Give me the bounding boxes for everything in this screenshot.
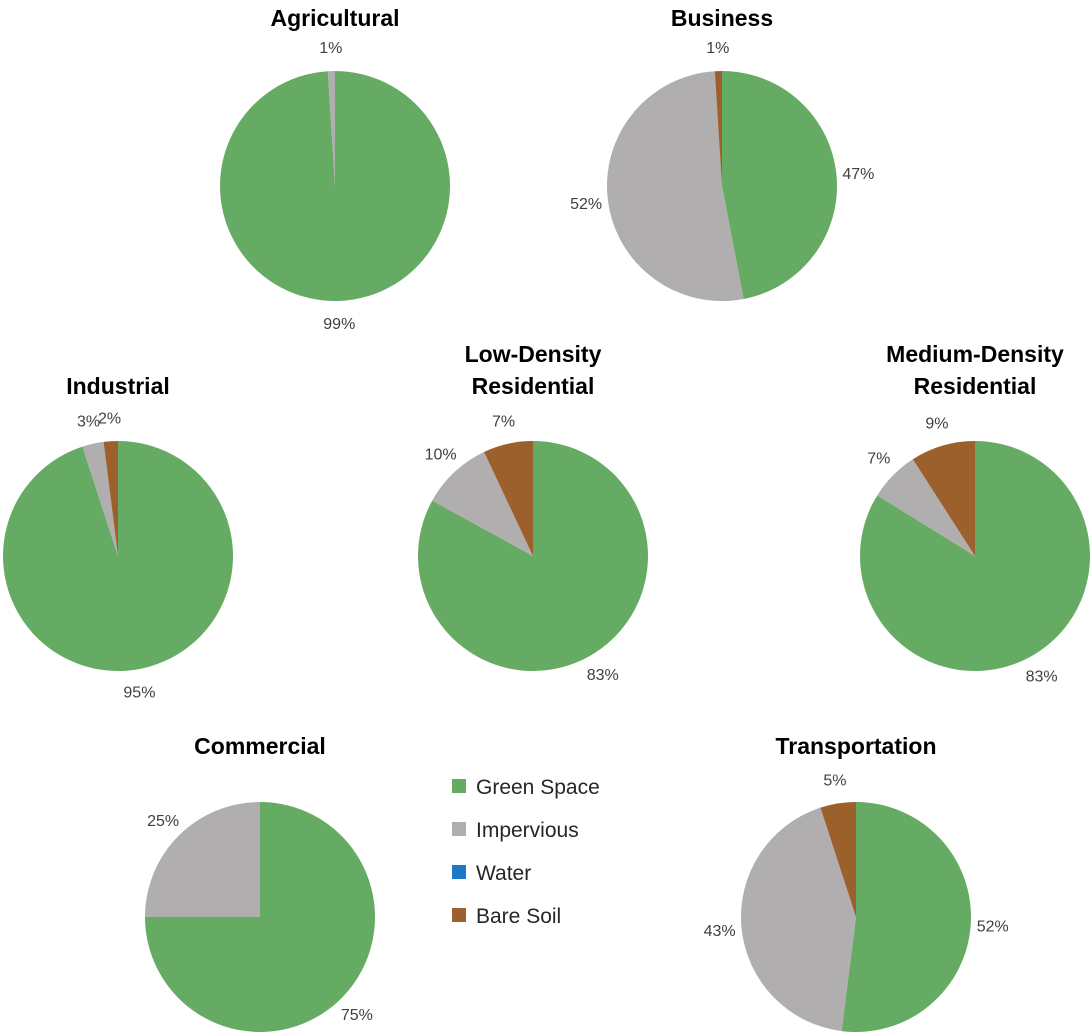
legend-swatch <box>452 779 466 793</box>
legend-label: Green Space <box>476 776 600 799</box>
legend-swatch <box>452 908 466 922</box>
legend-item: Bare Soil <box>452 905 561 928</box>
chart-title: Industrial <box>66 373 170 399</box>
pie-slice-bare-soil <box>103 441 118 556</box>
pie-slice-impervious <box>877 459 975 556</box>
chart-title: Agricultural <box>270 5 399 31</box>
legend-label: Water <box>476 862 531 885</box>
chart-title: Low-Density <box>465 341 602 367</box>
chart-title: Medium-Density <box>886 341 1064 367</box>
slice-label: 2% <box>98 410 121 427</box>
slice-label: 99% <box>323 316 355 333</box>
slice-label: 7% <box>867 450 890 467</box>
legend-item: Water <box>452 862 531 885</box>
pie-slice-bare-soil <box>484 441 533 556</box>
pie-slice-bare-soil <box>912 440 975 556</box>
pie-slice-green-space <box>841 801 972 1032</box>
pie-slice-green-space <box>859 441 1090 671</box>
pie-slice-impervious <box>740 807 856 1032</box>
slice-label: 1% <box>706 40 729 57</box>
legend-label: Bare Soil <box>476 905 561 928</box>
chart-title: Residential <box>914 373 1037 399</box>
pie-slice-bare-soil <box>714 71 722 186</box>
chart-title: Commercial <box>194 733 326 759</box>
slice-label: 47% <box>842 166 874 183</box>
pie-chart: Low-Density Residential 83% 10% 7% <box>418 341 648 684</box>
pie-chart: Business 47% 52% 1% <box>570 5 874 301</box>
pie-slice-bare-soil <box>820 802 856 917</box>
pie-slice-green-space <box>418 440 648 671</box>
legend-swatch <box>452 865 466 879</box>
slice-label: 83% <box>587 667 619 684</box>
legend-label: Impervious <box>476 819 579 842</box>
legend-item: Impervious <box>452 819 579 842</box>
charts-layer: Agricultural 99% 1% Business 47% 52% 1% Industr… <box>3 5 1090 1032</box>
legend-item: Green Space <box>452 776 600 799</box>
pie-slice-green-space <box>722 71 837 299</box>
pie-slice-impervious <box>432 451 533 556</box>
slice-label: 3% <box>77 413 100 430</box>
pie-chart: Transportation 52% 43% 5% <box>704 733 1009 1032</box>
chart-title: Residential <box>472 373 595 399</box>
legend-swatch <box>452 822 466 836</box>
slice-label: 1% <box>319 40 342 57</box>
slice-label: 9% <box>925 415 948 432</box>
slice-label: 75% <box>341 1007 373 1024</box>
chart-title: Business <box>671 5 773 31</box>
pie-slice-impervious <box>82 441 118 556</box>
pie-slice-impervious <box>327 71 335 186</box>
chart-title: Transportation <box>775 733 936 759</box>
slice-label: 52% <box>977 919 1009 936</box>
pie-chart: Agricultural 99% 1% <box>220 5 450 333</box>
legend: Green Space Impervious Water Bare Soil <box>452 776 600 928</box>
slice-label: 95% <box>123 684 155 701</box>
slice-label: 10% <box>425 447 457 464</box>
pie-chart: Commercial 75% 25% <box>145 733 375 1032</box>
slice-label: 5% <box>823 773 846 790</box>
pie-slice-impervious <box>606 71 744 301</box>
slice-label: 25% <box>147 813 179 830</box>
pie-slice-impervious <box>145 802 260 917</box>
slice-label: 7% <box>492 413 515 430</box>
slice-label: 83% <box>1026 669 1058 686</box>
pie-chart: Industrial 95% 3%2% <box>3 373 233 701</box>
slice-label: 52% <box>570 196 602 213</box>
pie-chart: Medium-Density Residential 83% 7% 9% <box>859 341 1090 686</box>
slice-label: 43% <box>704 923 736 940</box>
